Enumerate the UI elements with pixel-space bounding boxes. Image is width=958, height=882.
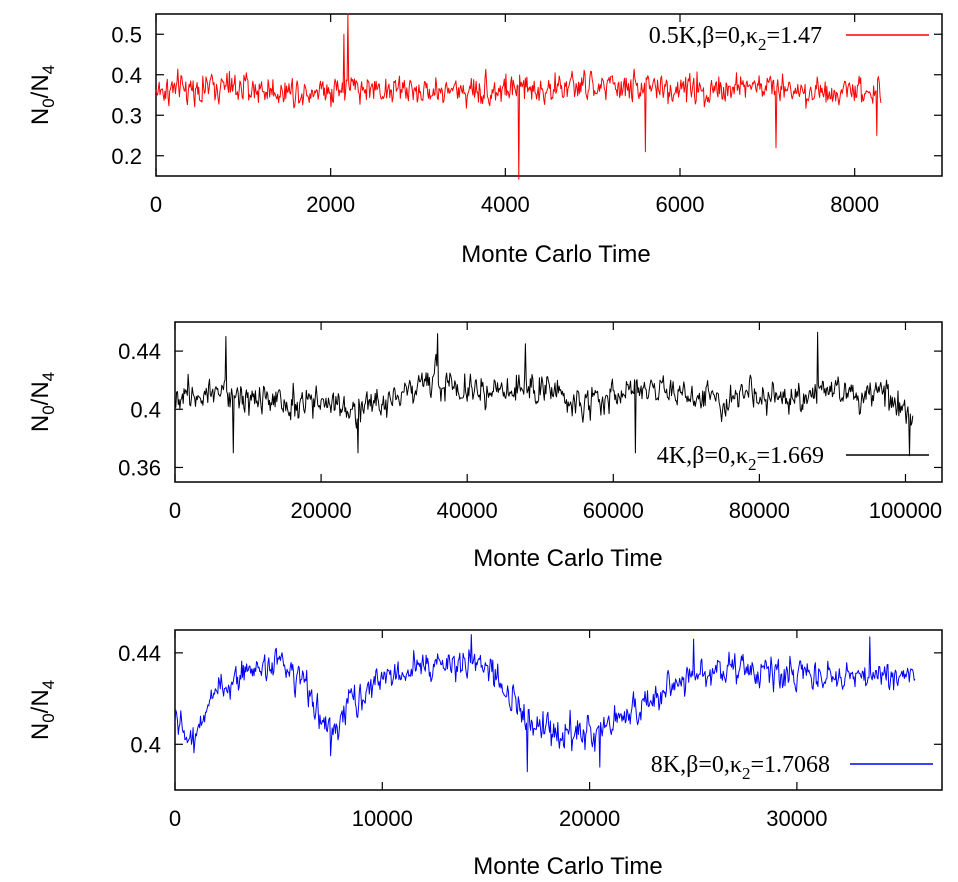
x-tick-label: 20000: [559, 806, 620, 831]
x-tick-label: 60000: [583, 498, 644, 523]
panel-1-series-line: [155, 13, 882, 180]
y-tick-label: 0.5: [111, 22, 142, 47]
panel-3-frame: [174, 629, 943, 791]
y-tick-label: 0.2: [111, 144, 142, 169]
panel-2-ylabel: N0/N4: [27, 372, 58, 432]
panel-1: 0 2000 4000 6000 8000 0.2 0.3 0.4 0.5 0.5K,β=0,κ…: [27, 13, 943, 268]
y-tick-label: 0.44: [118, 641, 161, 666]
x-tick-label: 10000: [352, 806, 413, 831]
panel-1-frame: [155, 13, 943, 177]
x-tick-label: 40000: [437, 498, 498, 523]
panel-2: 0 20000 40000 60000 80000 100000 0.36 0.4 0.44 4…: [27, 321, 943, 572]
x-tick-label: 4000: [481, 192, 530, 217]
y-tick-label: 0.4: [130, 397, 161, 422]
panel-3-ylabel: N0/N4: [27, 680, 58, 740]
x-tick-label: 0: [169, 498, 181, 523]
panel-2-legend-label: 4K,β=0,κ2=1.669: [657, 443, 824, 474]
panel-1-ylabel: N0/N4: [27, 65, 58, 125]
x-tick-label: 0: [169, 806, 181, 831]
x-tick-label: 30000: [766, 806, 827, 831]
panel-3-series-line: [174, 634, 916, 773]
y-tick-label: 0.36: [118, 455, 161, 480]
x-tick-label: 8000: [830, 192, 879, 217]
x-tick-label: 20000: [291, 498, 352, 523]
panel-3-xlabel: Monte Carlo Time: [473, 853, 662, 880]
panel-1-xlabel: Monte Carlo Time: [461, 241, 650, 268]
panel-3: 0 10000 20000 30000 0.4 0.44 8K,β=0,κ2=1.7068…: [27, 629, 943, 880]
panel-3-legend: 8K,β=0,κ2=1.7068: [651, 752, 933, 783]
y-tick-label: 0.3: [111, 103, 142, 128]
panel-3-ticks: 0 10000 20000 30000 0.4 0.44: [118, 630, 942, 831]
y-tick-label: 0.44: [118, 339, 161, 364]
panel-2-xlabel: Monte Carlo Time: [473, 545, 662, 572]
panel-3-legend-label: 8K,β=0,κ2=1.7068: [651, 752, 830, 783]
panel-2-legend: 4K,β=0,κ2=1.669: [657, 443, 929, 474]
panel-2-series-line: [174, 331, 914, 457]
x-tick-label: 100000: [869, 498, 942, 523]
x-tick-label: 80000: [729, 498, 790, 523]
panel-2-ticks: 0 20000 40000 60000 80000 100000 0.36 0.4 0.44: [118, 322, 942, 523]
x-tick-label: 2000: [306, 192, 355, 217]
x-tick-label: 6000: [656, 192, 705, 217]
y-tick-label: 0.4: [111, 63, 142, 88]
y-tick-label: 0.4: [130, 732, 161, 757]
panel-2-frame: [174, 321, 943, 483]
x-tick-label: 0: [150, 192, 162, 217]
panel-1-ticks: 0 2000 4000 6000 8000 0.2 0.3 0.4 0.5: [111, 14, 942, 217]
panel-1-legend-label: 0.5K,β=0,κ2=1.47: [649, 23, 822, 54]
panel-1-legend: 0.5K,β=0,κ2=1.47: [649, 23, 929, 54]
